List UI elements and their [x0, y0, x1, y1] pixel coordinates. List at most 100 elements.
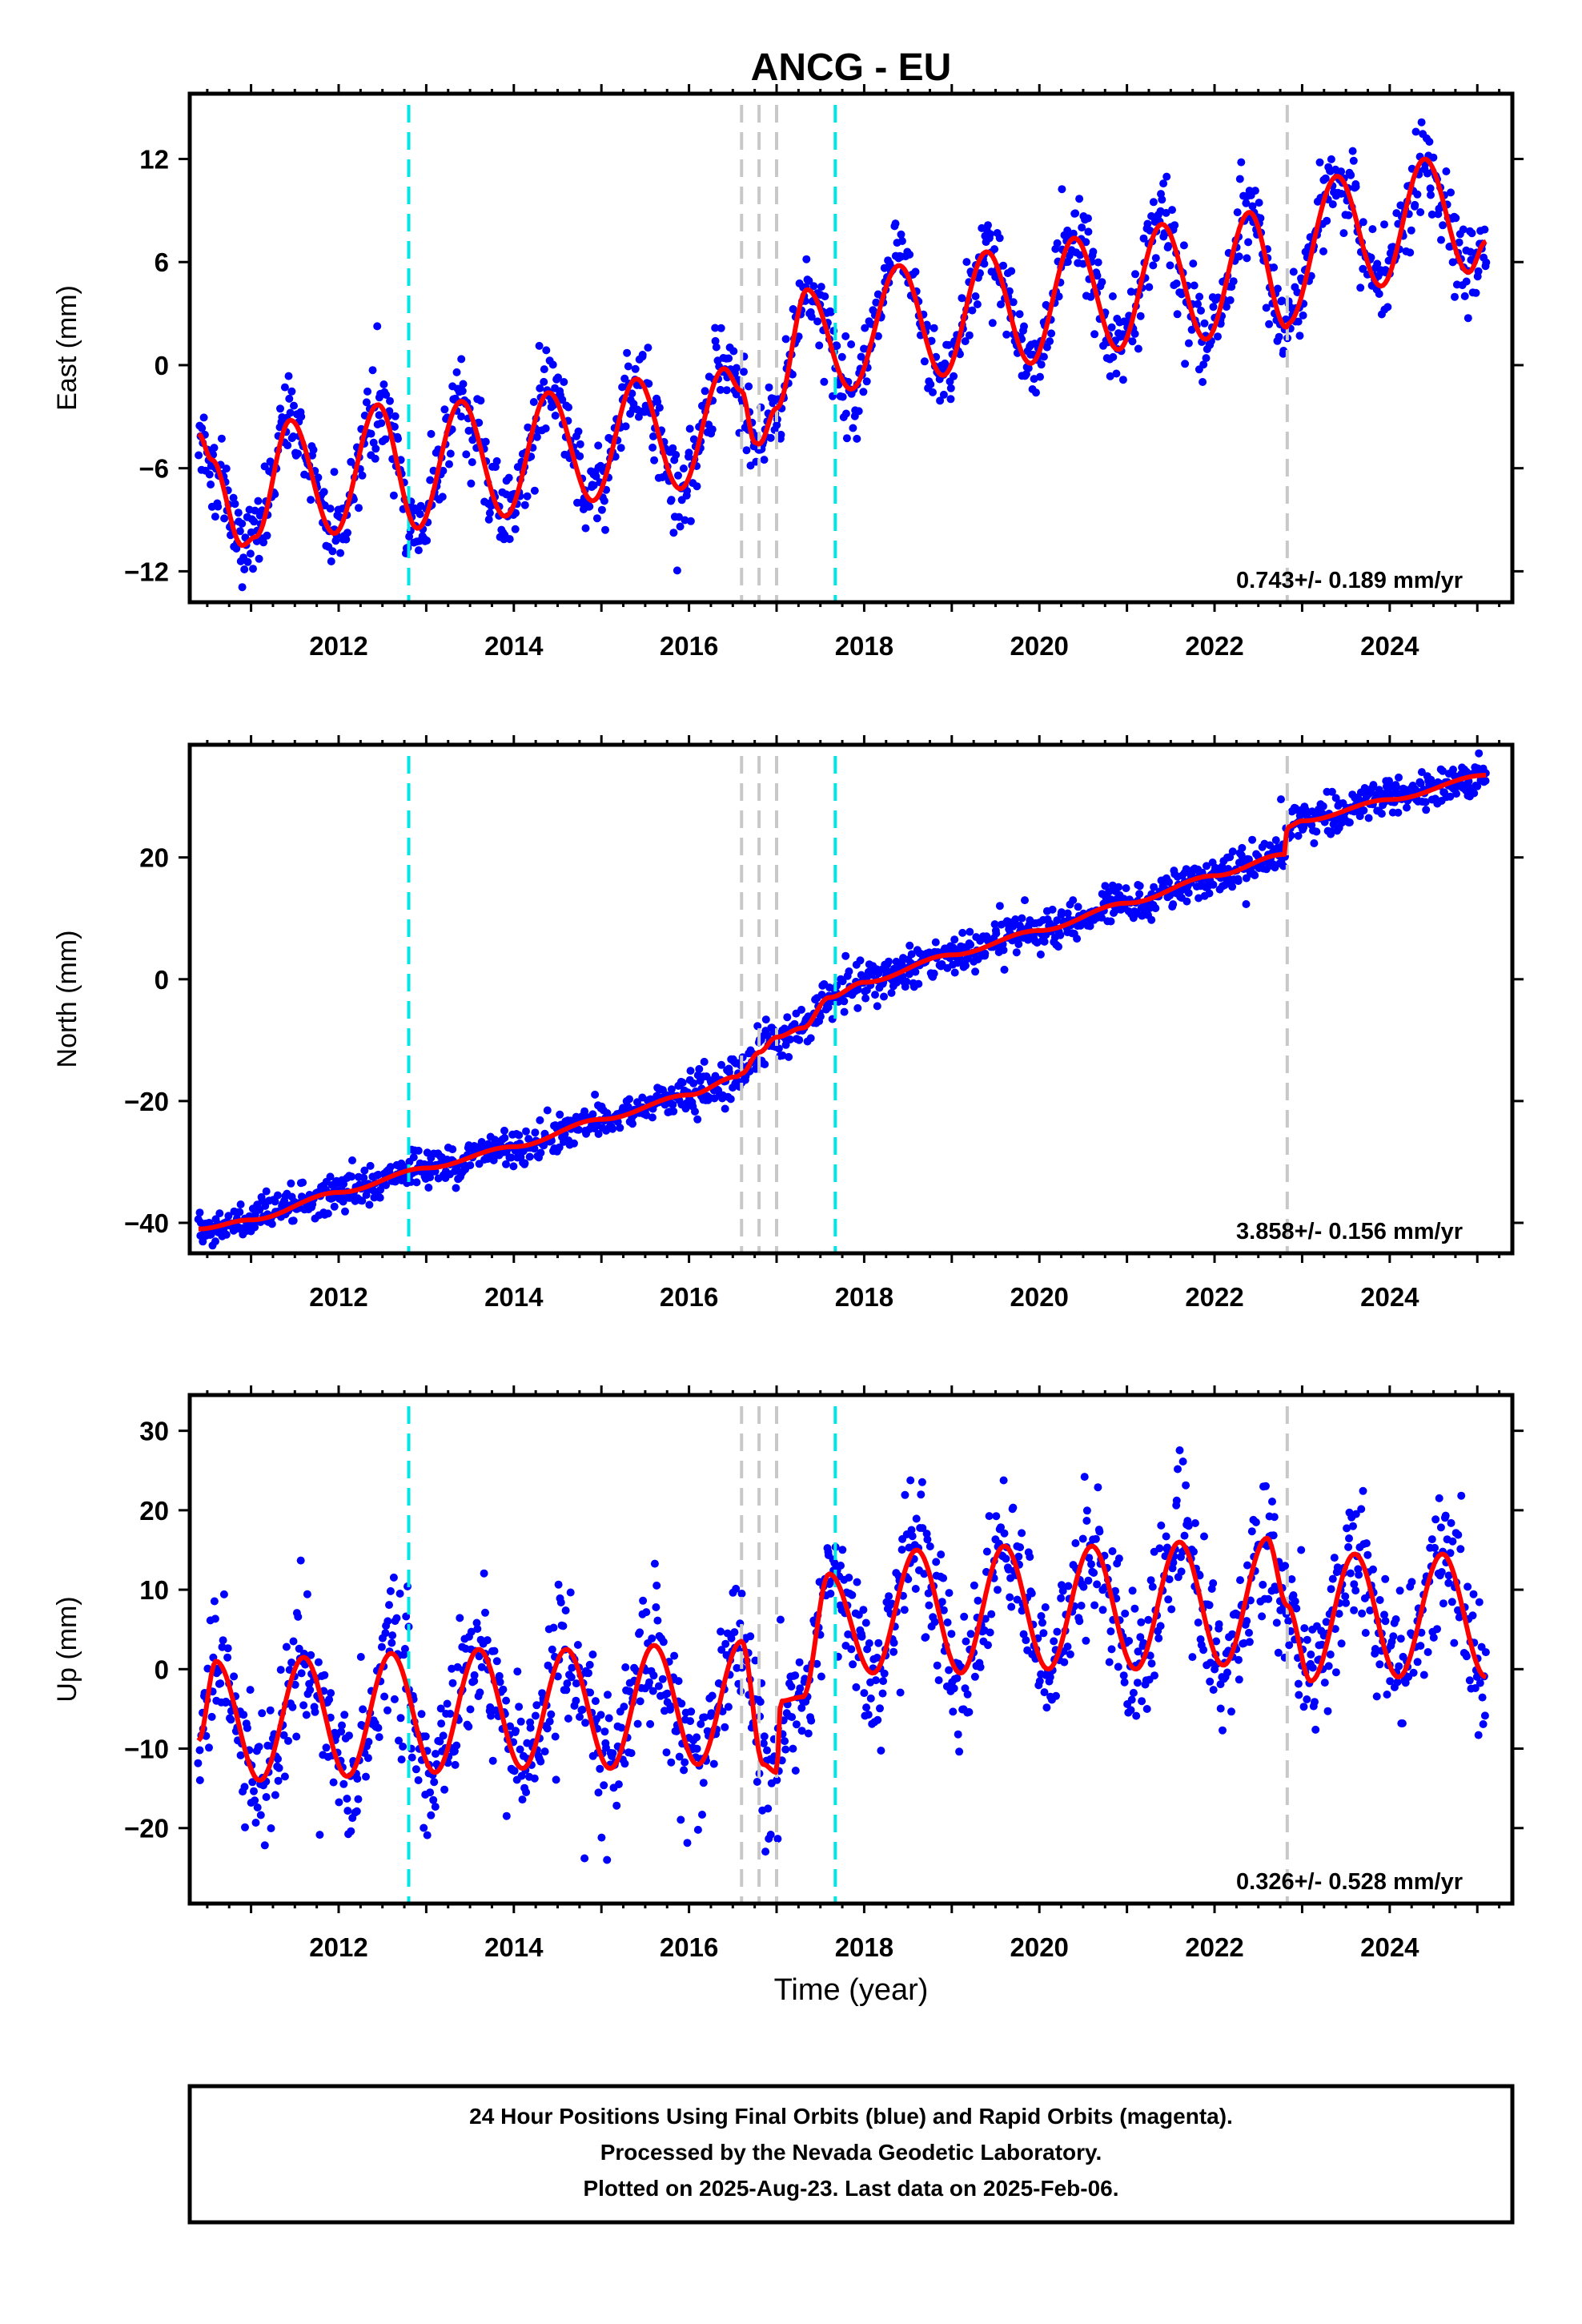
data-point	[584, 1669, 592, 1678]
data-point	[355, 504, 363, 513]
data-point	[1287, 831, 1295, 840]
data-point	[380, 1692, 389, 1701]
data-point	[648, 1687, 657, 1695]
data-point	[1144, 1615, 1153, 1624]
data-point	[950, 1684, 958, 1693]
data-point	[1455, 238, 1464, 247]
data-point	[385, 407, 394, 416]
data-point	[467, 479, 476, 488]
plot-area	[195, 94, 1491, 602]
data-point	[908, 1532, 917, 1541]
data-point	[826, 308, 835, 316]
data-point	[988, 319, 997, 328]
data-point	[667, 496, 676, 505]
data-point	[669, 529, 678, 537]
data-point	[1090, 1569, 1098, 1577]
data-point	[620, 1759, 629, 1768]
data-point	[1203, 862, 1211, 870]
data-point	[860, 1689, 869, 1698]
data-point	[1289, 267, 1298, 276]
data-point	[650, 1559, 659, 1568]
data-point	[1358, 1609, 1367, 1618]
data-point	[457, 412, 466, 421]
data-point	[216, 1679, 225, 1688]
data-point	[974, 1596, 982, 1605]
data-point	[792, 1720, 801, 1729]
data-point	[536, 1148, 545, 1157]
data-point	[624, 362, 632, 371]
data-point	[1098, 278, 1106, 287]
data-point	[1327, 155, 1335, 163]
data-point	[530, 486, 539, 495]
data-point	[297, 412, 306, 421]
data-point	[963, 1690, 972, 1699]
data-point	[586, 1688, 595, 1697]
data-point	[1040, 937, 1049, 946]
data-point	[542, 346, 551, 355]
data-point	[852, 1683, 861, 1691]
data-point	[1475, 1598, 1484, 1606]
data-point	[1237, 158, 1246, 167]
data-point	[219, 1590, 228, 1598]
data-point	[1345, 818, 1354, 826]
data-point	[1114, 1554, 1123, 1563]
data-point	[412, 1178, 421, 1187]
data-point	[987, 1610, 996, 1618]
data-point	[1090, 330, 1099, 339]
data-point	[409, 1153, 418, 1162]
data-point	[280, 383, 289, 392]
data-point	[1462, 1652, 1471, 1661]
data-point	[1128, 1586, 1137, 1595]
data-point	[917, 1490, 926, 1499]
data-point	[500, 1126, 508, 1135]
data-point	[670, 1651, 679, 1660]
data-point	[195, 1776, 204, 1784]
data-point	[322, 1743, 331, 1752]
data-point	[1000, 965, 1009, 974]
data-point	[1446, 792, 1455, 801]
data-point	[464, 1723, 473, 1731]
data-point	[1166, 261, 1174, 270]
data-point	[1179, 241, 1188, 250]
data-point	[1007, 1602, 1016, 1611]
data-point	[1245, 1628, 1253, 1637]
y-tick-label: −40	[124, 1208, 169, 1238]
data-point	[943, 1618, 952, 1626]
data-point	[486, 1703, 495, 1711]
data-point	[1291, 1597, 1299, 1606]
data-point	[359, 1705, 367, 1714]
data-point	[1151, 904, 1160, 913]
data-point	[950, 935, 959, 944]
data-point	[930, 324, 938, 332]
data-point	[955, 1747, 964, 1756]
data-point	[541, 424, 550, 432]
data-point	[636, 1697, 644, 1706]
data-point	[535, 341, 544, 350]
data-point	[880, 263, 889, 272]
data-point	[938, 1598, 946, 1606]
data-point	[1294, 831, 1303, 840]
plot-area	[194, 1406, 1490, 1904]
data-point	[1169, 900, 1178, 909]
data-point	[1466, 247, 1475, 256]
data-point	[518, 1795, 527, 1804]
y-tick-label: 6	[155, 247, 169, 277]
data-point	[1175, 1446, 1184, 1454]
data-point	[1057, 1594, 1066, 1602]
data-point	[279, 1731, 288, 1739]
data-point	[785, 1052, 793, 1061]
data-point	[817, 1672, 825, 1681]
data-point	[1094, 258, 1102, 267]
data-point	[439, 1731, 448, 1740]
data-point	[945, 1589, 954, 1598]
data-point	[766, 1831, 775, 1839]
data-point	[629, 400, 638, 408]
data-point	[1454, 1530, 1463, 1539]
data-point	[481, 437, 490, 446]
data-point	[681, 516, 689, 525]
data-point	[1145, 283, 1154, 292]
data-point	[1427, 210, 1436, 219]
data-point	[1312, 827, 1321, 836]
data-point	[1386, 1677, 1395, 1686]
data-point	[930, 1618, 939, 1626]
